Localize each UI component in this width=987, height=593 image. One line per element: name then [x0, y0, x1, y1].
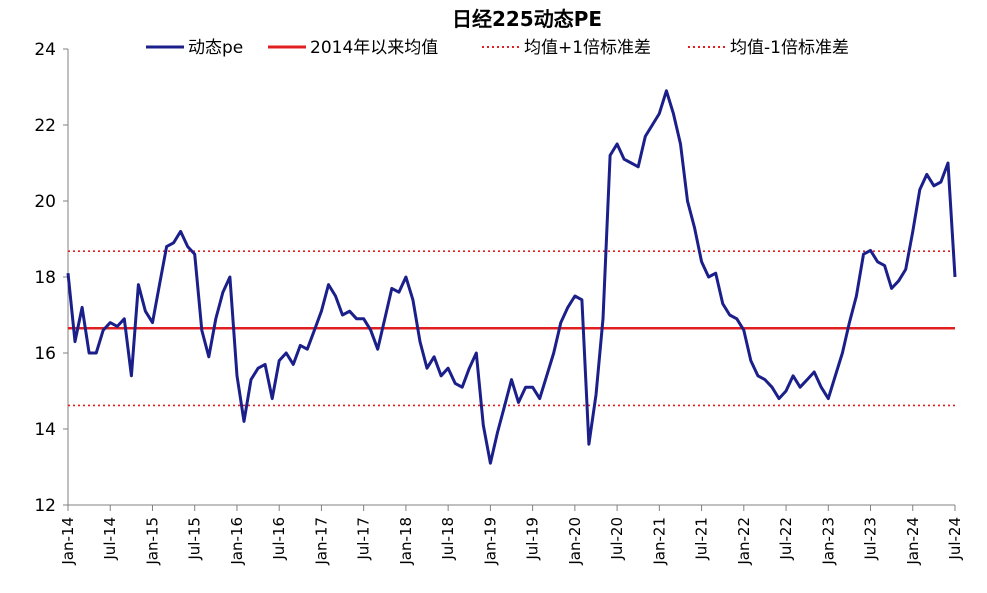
legend-label-mean: 2014年以来均值: [310, 38, 438, 58]
x-tick-label: Jan-16: [228, 517, 246, 566]
legend: 动态pe 2014年以来均值 均值+1倍标准差 均值-1倍标准差: [146, 38, 849, 58]
y-axis: 12 14 16 18 20 22 24: [34, 40, 69, 516]
y-tick-label: 12: [34, 496, 56, 516]
x-tick-label: Jul-17: [355, 517, 373, 561]
x-tick-label: Jul-14: [101, 517, 119, 561]
reference-lines: [68, 250, 955, 407]
x-tick-label: Jul-22: [777, 517, 795, 561]
y-tick-label: 16: [34, 344, 56, 364]
x-tick-label: Jan-22: [735, 517, 753, 566]
x-tick-label: Jan-23: [819, 517, 837, 566]
y-tick-label: 18: [34, 268, 56, 288]
x-tick-label: Jul-16: [270, 517, 288, 561]
x-tick-label: Jul-21: [693, 517, 711, 561]
legend-label-pe: 动态pe: [188, 38, 243, 58]
plot-area: [66, 89, 957, 465]
y-tick-label: 22: [34, 116, 56, 136]
x-tick-label: Jul-18: [439, 517, 457, 561]
x-tick-label: Jan-14: [59, 517, 77, 566]
chart-title: 日经225动态PE: [452, 7, 602, 31]
x-tick-label: Jul-23: [862, 517, 880, 561]
x-tick-label: Jul-15: [186, 517, 204, 561]
legend-label-upper: 均值+1倍标准差: [524, 38, 651, 58]
y-tick-label: 24: [34, 40, 56, 60]
x-tick-label: Jan-19: [481, 517, 499, 566]
x-tick-label: Jan-21: [650, 517, 668, 566]
x-axis: Jan-14 Jul-14 Jan-15 Jul-15 Jan-16 Jul-16 Jan-…: [59, 504, 964, 566]
x-tick-label: Jul-19: [524, 517, 542, 561]
x-tick-label: Jan-18: [397, 517, 415, 566]
x-tick-label: Jan-15: [143, 517, 161, 566]
y-tick-label: 20: [34, 192, 56, 212]
x-tick-label: Jan-20: [566, 517, 584, 566]
x-tick-label: Jul-20: [608, 517, 626, 561]
legend-label-lower: 均值-1倍标准差: [730, 38, 849, 58]
x-tick-label: Jul-24: [946, 517, 964, 561]
series-line-pe: [66, 89, 957, 465]
x-tick-label: Jan-24: [904, 517, 922, 566]
x-tick-label: Jan-17: [312, 517, 330, 566]
y-tick-label: 14: [34, 420, 56, 440]
